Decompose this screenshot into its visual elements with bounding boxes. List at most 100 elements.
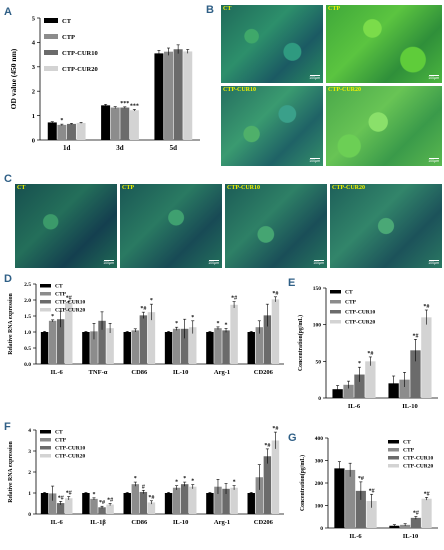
bar-ctp [90, 331, 98, 364]
y-tick-label: 100 [313, 323, 322, 329]
bar-ctp [345, 469, 356, 528]
scale-bar-label: 100μm [309, 76, 320, 80]
bar-ctp-cur20 [106, 504, 114, 514]
bar-ctp-cur20 [183, 51, 193, 140]
legend-swatch-ct [388, 440, 399, 444]
significance-mark: * [191, 315, 194, 321]
category-label: CD206 [254, 519, 274, 526]
bar-ctp-cur10 [222, 488, 230, 514]
significance-mark: * [175, 480, 178, 486]
legend-swatch-ct [40, 430, 51, 434]
y-axis-label: Relative RNA expression [8, 441, 14, 503]
micrograph-b-cur20: CTP-CUR20 100μm [325, 85, 443, 167]
bar-ct [47, 122, 57, 140]
significance-mark: * [150, 298, 153, 304]
y-axis-label: Relative RNA expression [8, 293, 14, 355]
significance-mark: * [92, 492, 95, 498]
significance-mark: *# [369, 488, 375, 494]
legend-label: CT [55, 284, 63, 290]
panel-letter-f: F [4, 421, 11, 433]
y-tick-label: 0 [32, 137, 35, 144]
bar-ctp-cur20 [106, 328, 114, 364]
significance-mark: *# [148, 495, 154, 501]
bar-ct [82, 332, 90, 364]
micrograph-c-cur10: CTP-CUR10 100μm [224, 183, 328, 269]
bar-ctp-cur10 [180, 328, 189, 364]
micrograph-b-cur10: CTP-CUR10 100μm [220, 85, 324, 167]
legend-label: CTP-CUR20 [62, 66, 98, 73]
bar-ctp [164, 51, 174, 141]
y-tick-label: 1 [28, 491, 31, 497]
bar-ctp [131, 484, 140, 514]
legend-label: CTP [62, 34, 75, 41]
legend-swatch-ctp [40, 438, 51, 442]
bar-ct [206, 493, 214, 514]
significance-mark: *** [120, 101, 129, 107]
significance-mark: * [358, 361, 361, 367]
bar-ctp-cur10 [180, 484, 189, 514]
bar-ct [154, 53, 164, 140]
bar-ctp-cur10 [354, 374, 365, 398]
category-label: IL-1β [90, 519, 106, 526]
bar-ct [82, 493, 90, 514]
bar-ctp [131, 330, 140, 364]
bar-ctp-cur10 [410, 517, 421, 528]
micrograph-label: CT [17, 185, 26, 191]
legend-swatch-ctp-cur10 [388, 456, 399, 460]
legend-swatch-ct [40, 284, 51, 288]
micrograph-c-cur20: CTP-CUR20 100μm [329, 183, 443, 269]
bar-ctp [48, 320, 57, 364]
micrograph-label: CTP-CUR10 [227, 185, 260, 191]
bar-ct [247, 493, 255, 514]
significance-mark: *# [424, 491, 430, 497]
bar-ctp [214, 328, 222, 364]
y-tick-label: 0 [28, 512, 31, 518]
category-label: IL-10 [173, 519, 189, 526]
panel-letter-c: C [4, 173, 12, 185]
legend-label: CT [403, 440, 411, 446]
significance-mark: *# [272, 291, 278, 297]
bar-ctp-cur20 [65, 302, 73, 364]
legend-swatch-ctp [40, 292, 51, 296]
bar-ctp-cur10 [410, 350, 421, 398]
panel-letter-e: E [288, 277, 296, 289]
category-label: 3d [116, 144, 124, 152]
legend-label: CTP-CUR10 [403, 456, 433, 462]
significance-mark: * [183, 476, 186, 482]
micrograph-b-ct: CT 100μm [220, 4, 324, 84]
chart-d-relative-rna: 0.0 0.5 1.0 1.5 2.0 2.5 Relative RNA expressio… [8, 282, 284, 376]
legend-swatch-ctp-cur10 [330, 310, 341, 314]
category-label: Arg-1 [214, 369, 230, 376]
bar-ctp-cur10 [355, 490, 366, 528]
significance-mark: * [191, 479, 194, 485]
bar-ct [334, 468, 345, 528]
significance-mark: *# [264, 443, 270, 449]
bar-ctp [90, 498, 98, 514]
bar-ctp-cur20 [147, 502, 156, 514]
legend-label: CTP-CUR20 [403, 464, 433, 470]
legend-label: CT [345, 290, 353, 296]
panel-letter-d: D [4, 273, 12, 285]
legend-swatch-ctp-cur10 [40, 446, 51, 450]
panel-letter-g: G [288, 432, 297, 444]
y-tick-label: 2 [28, 470, 31, 476]
scale-bar-label: 100μm [208, 261, 219, 265]
scale-bar-label: 100μm [313, 261, 324, 265]
bar-ctp-cur10 [66, 123, 76, 140]
significance-mark: * [134, 476, 137, 482]
bar-ctp-cur20 [65, 498, 73, 514]
y-tick-label: 50 [316, 359, 322, 365]
bar-ct [123, 493, 131, 514]
significance-mark: *# [107, 498, 113, 504]
bar-ctp-cur10 [139, 491, 148, 514]
y-tick-label: 0 [320, 526, 323, 532]
bar-ctp [399, 379, 410, 398]
significance-mark: *# [358, 476, 364, 482]
category-label: IL-6 [348, 403, 361, 410]
scale-bar [429, 260, 439, 261]
significance-mark: *# [412, 333, 418, 339]
category-label: IL-6 [349, 533, 362, 540]
bar-ctp [255, 327, 264, 364]
bar-ctp [214, 486, 222, 514]
scale-bar-label: 100μm [428, 261, 439, 265]
